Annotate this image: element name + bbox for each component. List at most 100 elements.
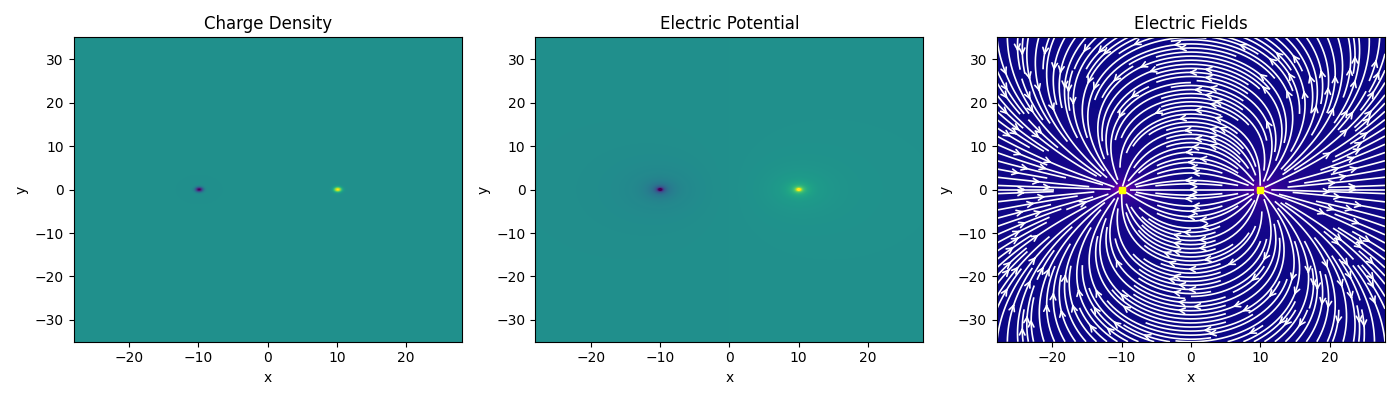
FancyArrowPatch shape <box>1250 328 1256 333</box>
FancyArrowPatch shape <box>1007 248 1012 254</box>
FancyArrowPatch shape <box>1180 115 1186 121</box>
FancyArrowPatch shape <box>1156 108 1162 113</box>
FancyArrowPatch shape <box>1145 335 1151 340</box>
FancyArrowPatch shape <box>1016 210 1022 216</box>
FancyArrowPatch shape <box>1345 206 1351 211</box>
FancyArrowPatch shape <box>1340 130 1347 136</box>
FancyArrowPatch shape <box>1364 119 1369 125</box>
FancyArrowPatch shape <box>1186 149 1193 155</box>
FancyArrowPatch shape <box>1035 127 1042 133</box>
FancyArrowPatch shape <box>1357 316 1362 322</box>
FancyArrowPatch shape <box>1061 276 1067 282</box>
FancyArrowPatch shape <box>1141 62 1148 67</box>
FancyArrowPatch shape <box>1196 136 1201 142</box>
Y-axis label: y: y <box>938 186 952 194</box>
FancyArrowPatch shape <box>1211 144 1217 150</box>
FancyArrowPatch shape <box>1175 233 1180 239</box>
FancyArrowPatch shape <box>1179 300 1186 306</box>
Title: Charge Density: Charge Density <box>203 15 332 33</box>
FancyArrowPatch shape <box>1260 75 1267 80</box>
FancyArrowPatch shape <box>1326 301 1331 307</box>
FancyArrowPatch shape <box>1001 67 1007 74</box>
FancyArrowPatch shape <box>1193 203 1200 209</box>
FancyArrowPatch shape <box>1175 274 1180 280</box>
FancyArrowPatch shape <box>1210 330 1217 336</box>
FancyArrowPatch shape <box>1105 48 1110 54</box>
FancyArrowPatch shape <box>1043 184 1050 190</box>
FancyArrowPatch shape <box>1114 74 1120 81</box>
FancyArrowPatch shape <box>1194 304 1200 309</box>
FancyArrowPatch shape <box>1184 230 1190 236</box>
FancyArrowPatch shape <box>1032 131 1039 137</box>
FancyArrowPatch shape <box>1352 57 1358 63</box>
FancyArrowPatch shape <box>1331 238 1338 244</box>
FancyArrowPatch shape <box>1044 305 1050 311</box>
FancyArrowPatch shape <box>1179 283 1186 288</box>
FancyArrowPatch shape <box>1018 190 1023 196</box>
FancyArrowPatch shape <box>1051 63 1057 69</box>
Title: Electric Potential: Electric Potential <box>659 15 799 33</box>
FancyArrowPatch shape <box>1205 327 1211 332</box>
FancyArrowPatch shape <box>1368 273 1373 279</box>
FancyArrowPatch shape <box>1211 136 1217 141</box>
FancyArrowPatch shape <box>1191 165 1197 170</box>
FancyArrowPatch shape <box>1019 329 1025 335</box>
FancyArrowPatch shape <box>1037 268 1043 274</box>
FancyArrowPatch shape <box>1350 167 1357 172</box>
FancyArrowPatch shape <box>1002 270 1009 276</box>
FancyArrowPatch shape <box>1215 100 1222 105</box>
FancyArrowPatch shape <box>1264 253 1270 259</box>
Y-axis label: y: y <box>476 186 490 194</box>
FancyArrowPatch shape <box>1009 128 1016 134</box>
FancyArrowPatch shape <box>1294 56 1299 62</box>
FancyArrowPatch shape <box>1324 88 1330 94</box>
FancyArrowPatch shape <box>1012 169 1018 175</box>
FancyArrowPatch shape <box>1205 76 1212 81</box>
FancyArrowPatch shape <box>1095 308 1100 314</box>
FancyArrowPatch shape <box>1009 305 1015 312</box>
FancyArrowPatch shape <box>1211 86 1217 91</box>
FancyArrowPatch shape <box>1044 269 1049 276</box>
FancyArrowPatch shape <box>1347 69 1352 75</box>
FancyArrowPatch shape <box>1327 205 1333 210</box>
FancyArrowPatch shape <box>1203 224 1208 229</box>
FancyArrowPatch shape <box>1050 294 1056 300</box>
FancyArrowPatch shape <box>1011 238 1018 244</box>
FancyArrowPatch shape <box>1029 321 1035 327</box>
FancyArrowPatch shape <box>1084 45 1089 51</box>
FancyArrowPatch shape <box>1015 44 1021 50</box>
FancyArrowPatch shape <box>1323 153 1330 158</box>
FancyArrowPatch shape <box>1200 245 1205 250</box>
FancyArrowPatch shape <box>1099 46 1105 52</box>
FancyArrowPatch shape <box>1028 105 1033 112</box>
FancyArrowPatch shape <box>1175 250 1180 255</box>
FancyArrowPatch shape <box>1201 217 1207 222</box>
FancyArrowPatch shape <box>1012 232 1019 236</box>
FancyArrowPatch shape <box>1317 209 1324 214</box>
FancyArrowPatch shape <box>1193 144 1198 150</box>
FancyArrowPatch shape <box>1165 252 1170 257</box>
FancyArrowPatch shape <box>1026 202 1033 207</box>
FancyArrowPatch shape <box>1190 266 1196 272</box>
FancyArrowPatch shape <box>1263 87 1268 93</box>
FancyArrowPatch shape <box>1019 48 1025 54</box>
FancyArrowPatch shape <box>1032 236 1037 241</box>
FancyArrowPatch shape <box>1072 306 1077 312</box>
FancyArrowPatch shape <box>1186 127 1191 133</box>
FancyArrowPatch shape <box>1341 258 1347 265</box>
FancyArrowPatch shape <box>1135 40 1141 44</box>
FancyArrowPatch shape <box>1117 260 1121 267</box>
FancyArrowPatch shape <box>1357 238 1362 243</box>
FancyArrowPatch shape <box>1033 178 1039 184</box>
FancyArrowPatch shape <box>1035 84 1040 90</box>
FancyArrowPatch shape <box>1354 242 1361 248</box>
FancyArrowPatch shape <box>1018 187 1023 192</box>
FancyArrowPatch shape <box>1299 319 1305 326</box>
FancyArrowPatch shape <box>1372 61 1378 67</box>
FancyArrowPatch shape <box>1004 262 1009 269</box>
FancyArrowPatch shape <box>1211 128 1217 133</box>
FancyArrowPatch shape <box>1368 92 1373 99</box>
FancyArrowPatch shape <box>1120 111 1124 117</box>
FancyArrowPatch shape <box>1205 67 1212 73</box>
FancyArrowPatch shape <box>1205 256 1211 262</box>
